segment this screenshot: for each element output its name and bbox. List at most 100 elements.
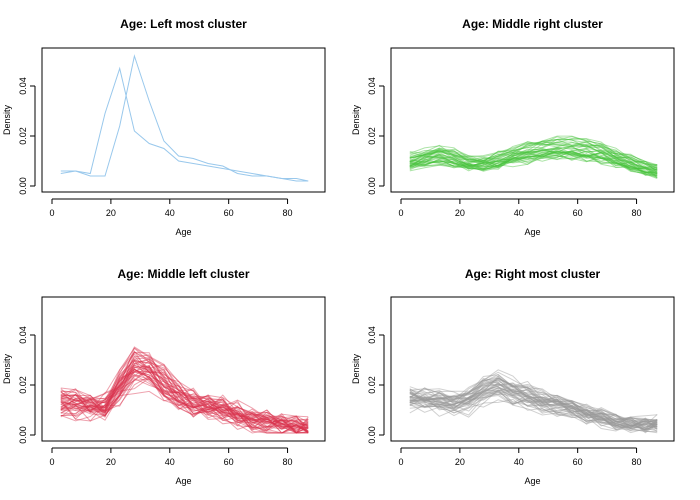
density-line [409,378,658,429]
x-axis-label: Age [524,476,540,486]
density-line [60,350,309,434]
density-line [409,152,658,179]
density-line [60,364,309,424]
density-line [60,364,309,427]
density-line [60,362,309,434]
density-line [409,393,658,427]
density-line [409,398,658,432]
density-line [60,364,309,434]
x-tick-label: 60 [224,208,234,218]
x-tick-label: 20 [106,457,116,467]
x-tick-label: 60 [573,208,583,218]
density-line [409,154,658,174]
chart-title: Age: Middle right cluster [462,17,603,31]
density-line [409,388,658,426]
y-tick-label: 0.00 [18,177,28,195]
density-line [60,366,309,430]
series-lines [409,369,658,434]
density-line [60,358,309,434]
density-line [60,369,309,434]
density-line [409,394,658,432]
chart-title: Age: Middle left cluster [117,267,249,281]
density-line [409,141,658,173]
density-line [409,146,658,171]
density-line [409,384,658,429]
x-tick-label: 60 [224,457,234,467]
density-line [409,379,658,428]
density-line [409,377,658,428]
density-line [409,150,658,174]
panel-left-most-cluster: Age: Left most cluster 0 20 40 60 80 Age 0.00 0.… [2,17,326,237]
panel-middle-left-cluster: Age: Middle left cluster 0 20 40 60 80 Age 0.00… [2,267,326,486]
density-line [409,150,658,173]
density-line [409,149,658,177]
density-line [60,364,309,434]
density-line [409,375,658,425]
density-line [409,135,658,166]
x-tick-label: 40 [165,208,175,218]
density-line [60,360,309,434]
density-line [409,147,658,175]
density-line [409,375,658,430]
density-line [60,66,309,182]
density-line [60,355,309,433]
plot-frame [390,296,675,442]
density-line [60,358,309,433]
density-line [60,346,309,434]
density-line [409,389,658,434]
density-line [60,351,309,429]
density-line [409,369,658,423]
density-line [60,347,309,423]
density-line [60,353,309,434]
y-tick-label: 0.00 [18,426,28,444]
x-tick-label: 0 [398,208,403,218]
density-line [60,354,309,429]
density-line [60,351,309,433]
y-axis-label: Density [351,104,361,135]
density-line [409,153,658,175]
density-line [409,377,658,430]
density-line [409,374,658,426]
density-line [409,382,658,423]
density-line [409,148,658,175]
density-line [409,389,658,434]
density-line [60,368,309,434]
x-tick-label: 80 [283,457,293,467]
y-tick-label: 0.02 [367,127,377,145]
density-line [409,154,658,178]
density-line [409,382,658,426]
density-line [409,152,658,174]
density-line [409,382,658,433]
density-line [60,357,309,429]
density-line [409,137,658,170]
density-line [60,390,309,434]
density-line [409,145,658,174]
x-axis-label: Age [175,227,191,237]
y-axis-label: Density [2,104,12,135]
y-tick-label: 0.04 [367,326,377,344]
density-line [60,360,309,431]
density-line [409,387,658,423]
density-line [60,371,309,434]
density-line [60,347,309,432]
density-line [60,374,309,430]
y-tick-label: 0.02 [18,127,28,145]
density-line [409,389,658,431]
density-line [60,366,309,429]
x-axis-label: Age [524,227,540,237]
density-line [409,377,658,427]
density-line [60,368,309,430]
density-line [409,383,658,429]
density-line [409,379,658,430]
density-line [409,145,658,166]
density-line [60,368,309,434]
density-line [60,370,309,429]
x-tick-label: 40 [514,208,524,218]
x-tick-label: 20 [106,208,116,218]
density-line [409,389,658,428]
panel-right-most-cluster: Age: Right most cluster 0 20 40 60 80 Age 0.00 0… [351,267,675,486]
plot-frame [390,47,675,193]
density-line [60,374,309,434]
density-line [409,148,658,177]
